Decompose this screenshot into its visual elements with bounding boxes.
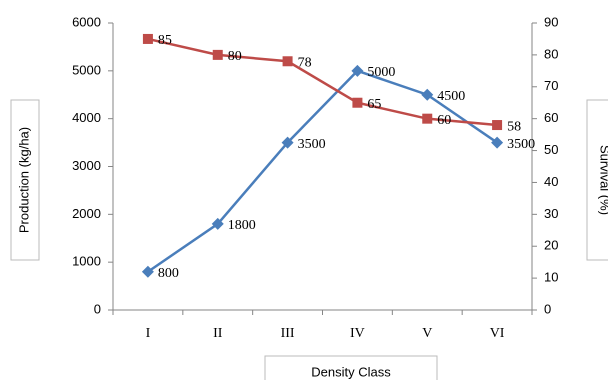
x-tick-label: IV	[350, 326, 365, 341]
marker	[141, 265, 154, 278]
y2-tick-label: 20	[544, 238, 558, 253]
data-label: 60	[437, 113, 451, 128]
y2-tick-label: 80	[544, 46, 558, 61]
y2-tick-label: 0	[544, 301, 551, 316]
marker	[212, 49, 223, 60]
data-label: 1800	[228, 218, 256, 233]
x-tick-label: II	[213, 326, 223, 341]
y2-tick-label: 90	[544, 14, 558, 29]
marker	[421, 88, 434, 101]
y-tick-label: 3000	[72, 158, 101, 173]
marker	[282, 56, 293, 67]
data-label: 800	[158, 266, 179, 281]
x-axis-label: Density Class	[311, 364, 391, 379]
data-label: 5000	[367, 65, 395, 80]
y-tick-label: 2000	[72, 206, 101, 221]
marker	[352, 97, 363, 108]
marker	[211, 217, 224, 230]
y2-tick-label: 70	[544, 78, 558, 93]
marker	[142, 33, 153, 44]
y-tick-label: 6000	[72, 14, 101, 29]
x-label-box	[264, 355, 438, 380]
y2-tick-label: 60	[544, 110, 558, 125]
y2-tick-label: 40	[544, 174, 558, 189]
y-tick-label: 5000	[72, 62, 101, 77]
marker	[491, 136, 504, 149]
y-tick-label: 4000	[72, 110, 101, 125]
y2-label-box	[586, 99, 608, 261]
data-label: 78	[298, 55, 312, 70]
data-label: 4500	[437, 89, 465, 104]
marker	[351, 64, 364, 77]
y-axis-label: Production (kg/ha)	[16, 127, 31, 233]
y2-tick-label: 30	[544, 206, 558, 221]
marker	[422, 113, 433, 124]
series-line	[147, 69, 498, 273]
x-tick-label: V	[422, 326, 432, 341]
y-label-box	[10, 99, 40, 261]
marker	[281, 136, 294, 149]
data-label: 80	[228, 49, 242, 64]
data-label: 85	[158, 33, 172, 48]
marker	[492, 120, 503, 131]
y2-tick-label: 10	[544, 270, 558, 285]
data-label: 58	[507, 119, 521, 134]
y2-tick-label: 50	[544, 142, 558, 157]
data-label: 65	[367, 97, 381, 112]
data-label: 3500	[298, 137, 326, 152]
data-label: 3500	[507, 137, 535, 152]
x-tick-label: I	[146, 326, 151, 341]
y2-axis-label: Survival (%)	[598, 145, 608, 215]
x-tick-label: III	[281, 326, 295, 341]
x-tick-label: VI	[490, 326, 505, 341]
y-tick-label: 0	[94, 301, 101, 316]
y-tick-label: 1000	[72, 254, 101, 269]
series-line	[147, 37, 498, 127]
